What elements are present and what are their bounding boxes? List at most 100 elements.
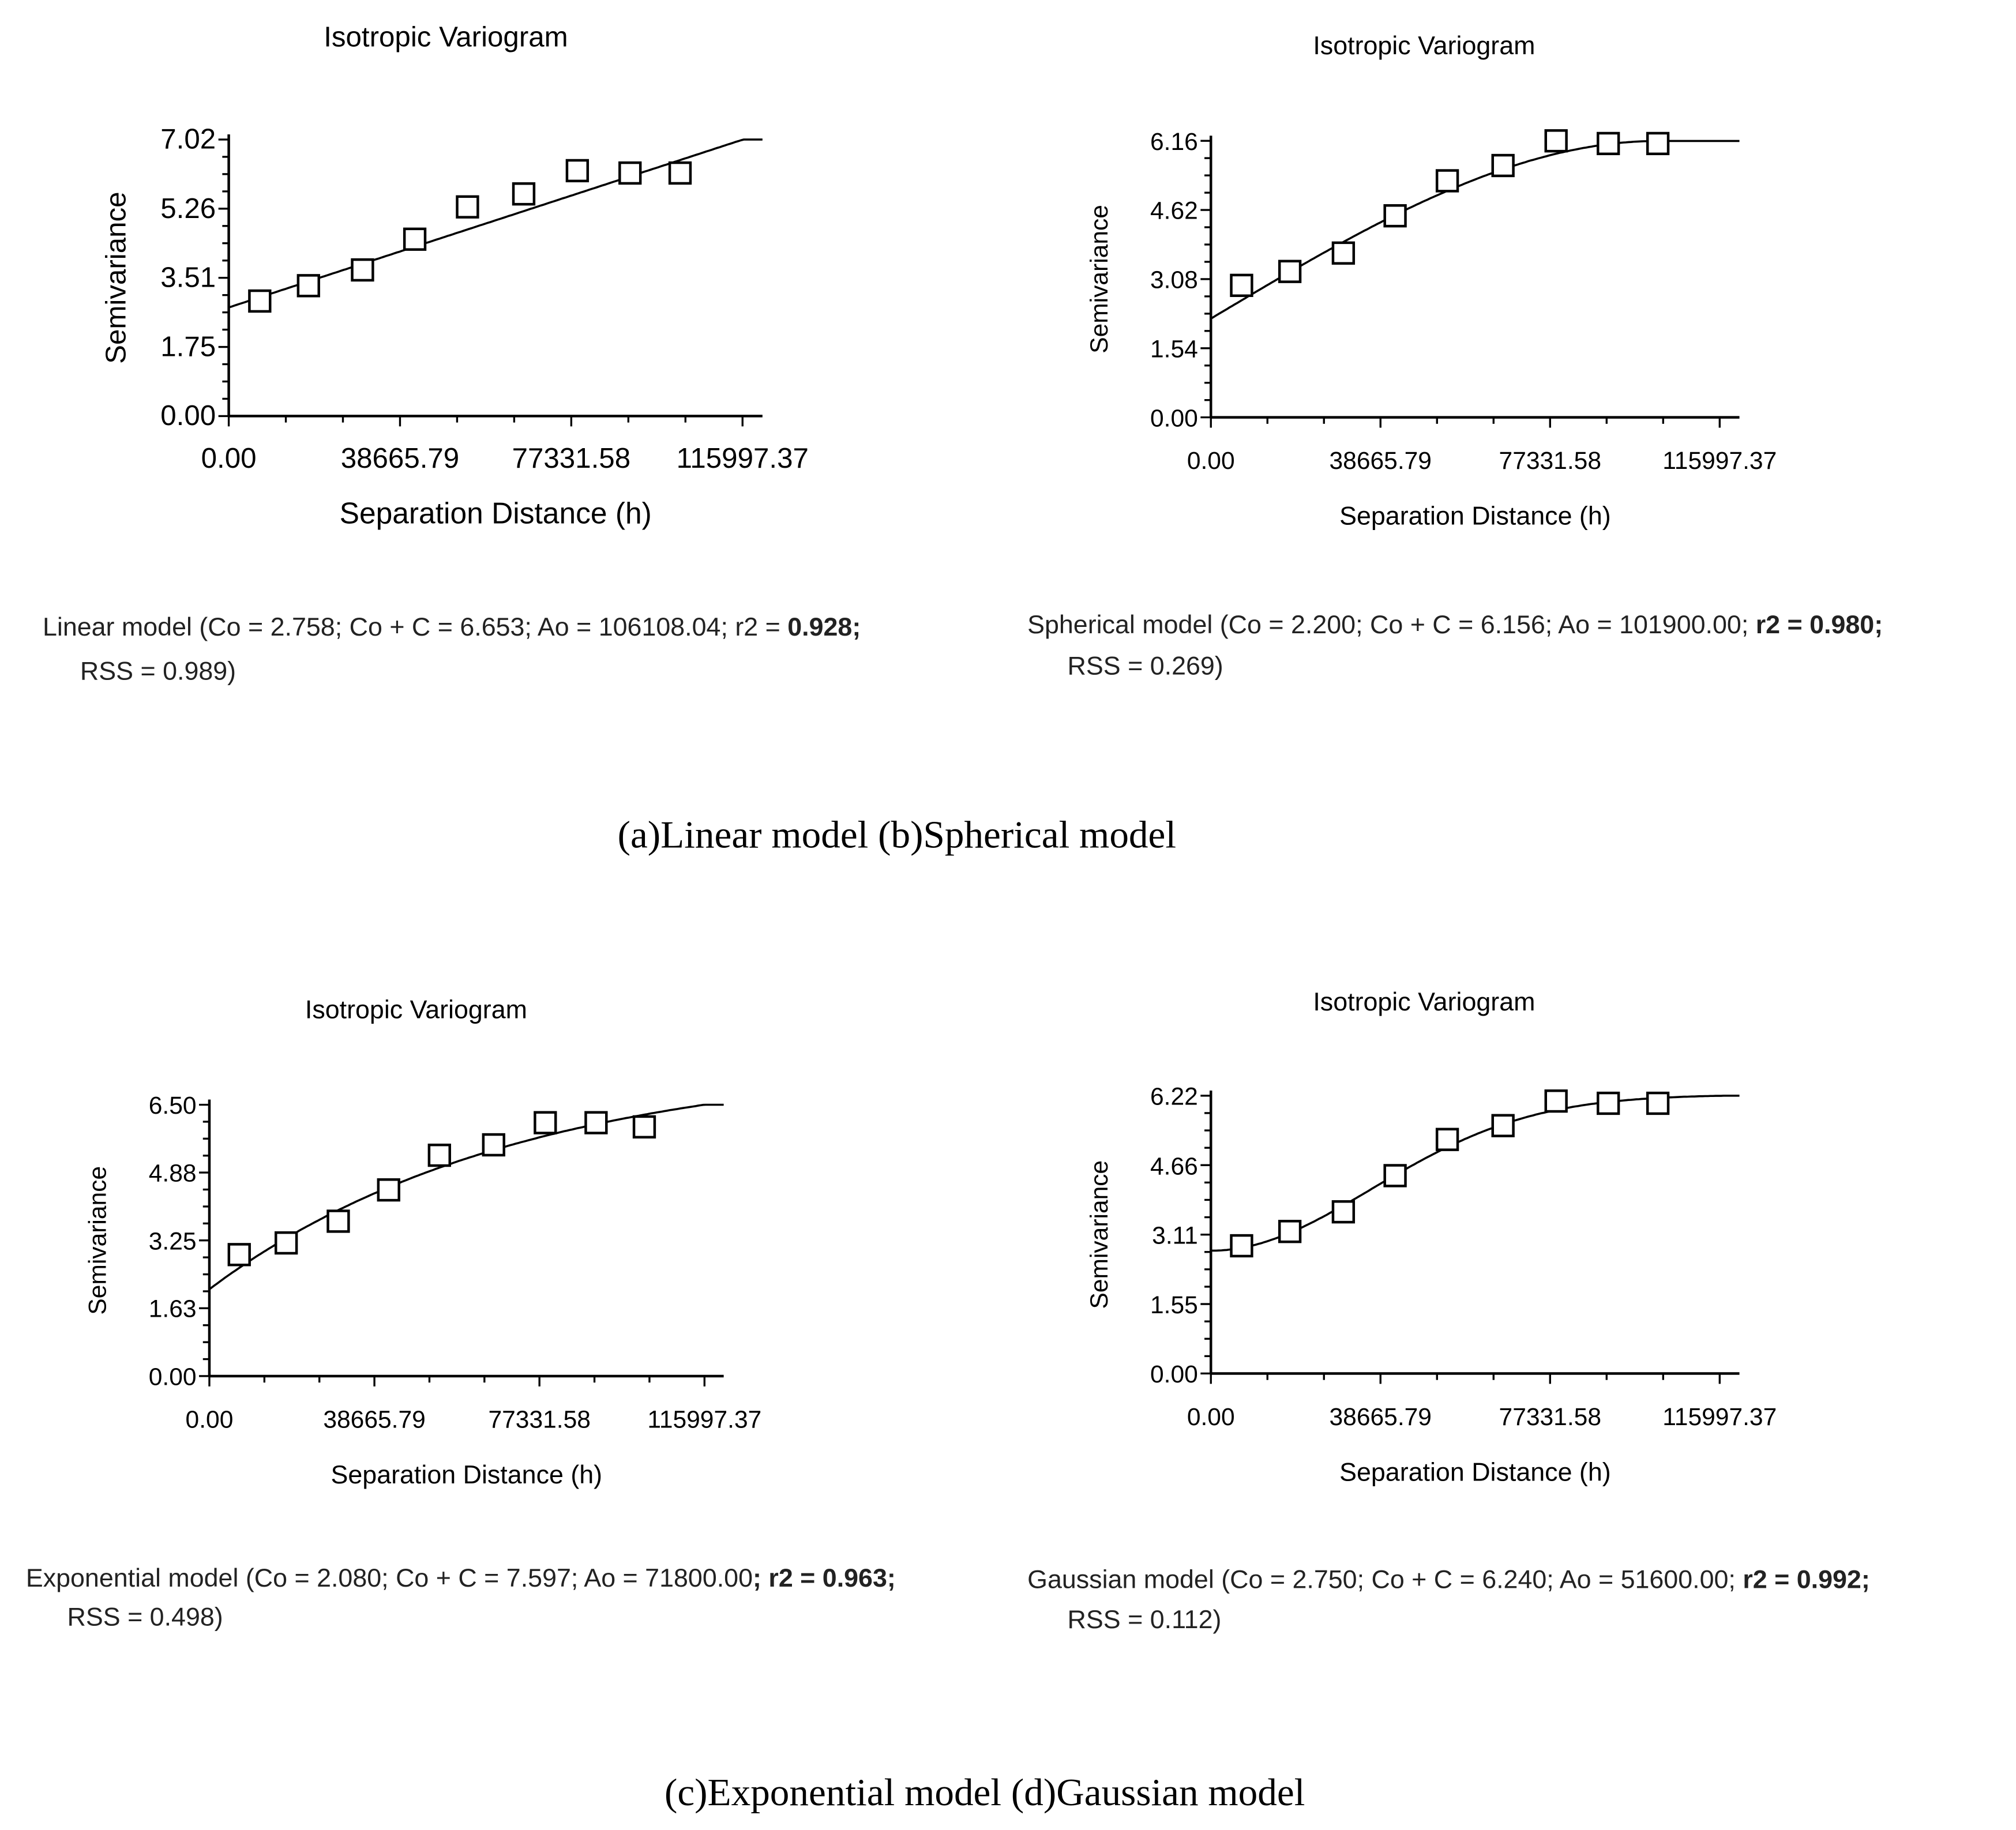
y-tick-label: 4.62 [1150, 197, 1198, 225]
x-tick-label: 77331.58 [1499, 1403, 1601, 1431]
y-tick-label: 0.00 [1150, 1361, 1198, 1388]
x-tick-label: 115997.37 [677, 442, 809, 474]
y-axis-label: Semivariance [100, 191, 132, 363]
data-point [1331, 1200, 1356, 1224]
model-params: Exponential model (Co = 2.080; Co + C = … [26, 1564, 753, 1592]
x-tick-label: 38665.79 [1330, 447, 1432, 475]
data-point [512, 182, 536, 206]
y-tick-label: 6.16 [1150, 128, 1198, 156]
data-point [1278, 1220, 1302, 1243]
data-point [1597, 1091, 1620, 1115]
data-point [534, 1111, 557, 1134]
rss-value: RSS = 0.498) [67, 1602, 223, 1631]
x-tick-label: 115997.37 [647, 1406, 761, 1434]
data-point [1544, 1089, 1568, 1113]
data-point [248, 289, 272, 313]
model-params: Gaussian model (Co = 2.750; Co + C = 6.2… [1027, 1565, 1743, 1594]
data-point [1230, 273, 1253, 297]
model-caption: Spherical model (Co = 2.200; Co + C = 6.… [1027, 610, 1883, 639]
y-axis-label: Semivariance [1086, 1160, 1113, 1309]
data-point [668, 161, 692, 185]
y-tick-label: 0.00 [160, 400, 216, 431]
data-point [227, 1243, 251, 1267]
y-tick-label: 4.88 [149, 1159, 197, 1187]
data-point [296, 274, 320, 298]
data-point [1435, 169, 1459, 193]
r2-value: ; r2 = 0.963; [753, 1564, 896, 1592]
data-point [326, 1209, 350, 1233]
y-tick-label: 4.66 [1150, 1152, 1198, 1180]
x-axis-label: Separation Distance (h) [331, 1460, 602, 1489]
data-point [427, 1143, 451, 1167]
y-tick-label: 1.75 [160, 331, 216, 363]
model-params: Linear model (Co = 2.758; Co + C = 6.653… [43, 612, 787, 641]
x-axis-label: Separation Distance (h) [1339, 1457, 1611, 1486]
data-point [403, 227, 427, 251]
y-tick-label: 6.22 [1150, 1083, 1198, 1110]
rss-value: RSS = 0.269) [1068, 651, 1223, 680]
figure-caption-top: (a)Linear model (b)Spherical model [618, 813, 1176, 856]
y-tick-label: 0.00 [149, 1363, 197, 1391]
data-point [632, 1115, 656, 1139]
x-tick-label: 38665.79 [323, 1406, 425, 1434]
chart-title: Isotropic Variogram [324, 21, 568, 53]
x-tick-label: 115997.37 [1662, 447, 1777, 475]
data-point [482, 1133, 505, 1157]
y-tick-label: 6.50 [149, 1092, 197, 1119]
x-tick-label: 0.00 [1187, 1403, 1235, 1431]
data-point [456, 195, 479, 219]
data-point [1646, 131, 1670, 156]
x-tick-label: 115997.37 [1662, 1403, 1777, 1431]
x-tick-label: 38665.79 [1330, 1403, 1432, 1431]
y-axis-label: Semivariance [1086, 205, 1113, 354]
data-point [1383, 1164, 1407, 1188]
data-point [1491, 153, 1515, 178]
data-point [1230, 1234, 1253, 1258]
data-point [351, 258, 374, 282]
y-tick-label: 3.25 [149, 1227, 197, 1255]
data-point [1544, 129, 1568, 153]
x-tick-label: 77331.58 [1499, 447, 1601, 475]
data-point [1331, 241, 1356, 265]
r2-value: r2 = 0.980; [1756, 610, 1883, 639]
variogram-panel-a: Isotropic Variogram 0.00 38665.79 77331.58 1… [43, 21, 861, 686]
rss-value: RSS = 0.112) [1068, 1605, 1222, 1634]
chart-title: Isotropic Variogram [1313, 987, 1535, 1016]
data-point [1435, 1128, 1459, 1151]
x-tick-label: 0.00 [201, 442, 257, 474]
data-point [1646, 1091, 1670, 1115]
x-tick-label: 77331.58 [488, 1406, 590, 1434]
variogram-panel-b: Isotropic Variogram 0.00 38665.79 77331.58 1… [1027, 31, 1883, 680]
x-tick-label: 0.00 [1187, 447, 1235, 475]
r2-value: 0.928; [787, 612, 861, 641]
model-params: Spherical model (Co = 2.200; Co + C = 6.… [1027, 610, 1756, 639]
model-curve [1210, 140, 1740, 320]
chart-title: Isotropic Variogram [305, 995, 527, 1024]
r2-value: r2 = 0.992; [1743, 1565, 1869, 1594]
y-tick-label: 5.26 [160, 193, 216, 224]
y-tick-label: 1.55 [1150, 1291, 1198, 1319]
y-tick-label: 7.02 [160, 123, 216, 155]
x-tick-label: 38665.79 [341, 442, 459, 474]
variogram-panel-d: Isotropic Variogram 0.00 38665.79 77331.58 1… [1027, 987, 1870, 1634]
data-point [1278, 260, 1302, 283]
data-point [274, 1231, 298, 1255]
data-point [618, 161, 642, 185]
data-point [584, 1111, 608, 1134]
model-caption: Exponential model (Co = 2.080; Co + C = … [26, 1564, 896, 1592]
y-tick-label: 3.51 [160, 261, 216, 293]
data-point [1597, 131, 1620, 156]
y-axis-label: Semivariance [84, 1166, 112, 1315]
x-axis-label: Separation Distance (h) [1339, 502, 1611, 531]
data-point [377, 1178, 400, 1202]
model-caption: Gaussian model (Co = 2.750; Co + C = 6.2… [1027, 1565, 1870, 1594]
model-caption: Linear model (Co = 2.758; Co + C = 6.653… [43, 612, 861, 641]
x-axis-label: Separation Distance (h) [340, 496, 652, 529]
y-tick-label: 1.54 [1150, 335, 1198, 363]
data-point [1491, 1114, 1515, 1137]
chart-title: Isotropic Variogram [1313, 31, 1535, 60]
variogram-panel-c: Isotropic Variogram 0.00 38665.79 77331.58 1… [26, 995, 896, 1631]
data-point [565, 159, 590, 183]
figure-caption-bottom: (c)Exponential model (d)Gaussian model [665, 1771, 1305, 1814]
